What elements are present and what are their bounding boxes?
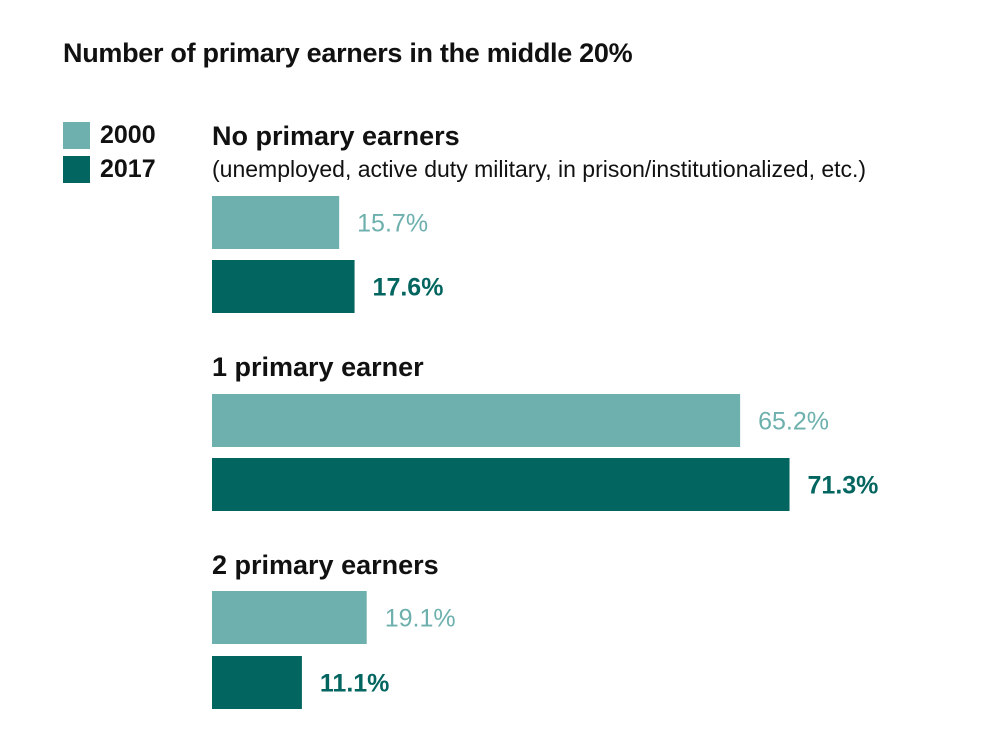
legend-label-2000: 2000 [100, 120, 156, 149]
chart-title: Number of primary earners in the middle … [63, 38, 633, 68]
legend-swatch-2000 [63, 121, 90, 149]
bar-2017 [212, 458, 790, 511]
bar-2017 [212, 260, 355, 313]
data-label-2000: 19.1% [385, 605, 456, 633]
category-label: 2 primary earners [212, 550, 439, 580]
legend-item-2000: 2000 [63, 118, 156, 152]
bar-2000 [212, 591, 367, 644]
data-label-2017: 11.1% [320, 670, 390, 698]
data-label-2000: 65.2% [758, 408, 829, 436]
bar-2000 [212, 196, 340, 249]
legend: 2000 2017 [63, 118, 156, 186]
category-label: No primary earners [212, 121, 460, 151]
data-label-2000: 15.7% [357, 210, 428, 238]
legend-label-2017: 2017 [100, 154, 156, 183]
category-label: 1 primary earner [212, 352, 424, 382]
legend-item-2017: 2017 [63, 152, 156, 186]
data-label-2017: 71.3% [808, 472, 879, 500]
data-label-2017: 17.6% [373, 274, 444, 302]
bar-2000 [212, 394, 741, 447]
category-note: (unemployed, active duty military, in pr… [212, 156, 866, 182]
bar-2017 [212, 656, 302, 709]
legend-swatch-2017 [63, 155, 90, 183]
